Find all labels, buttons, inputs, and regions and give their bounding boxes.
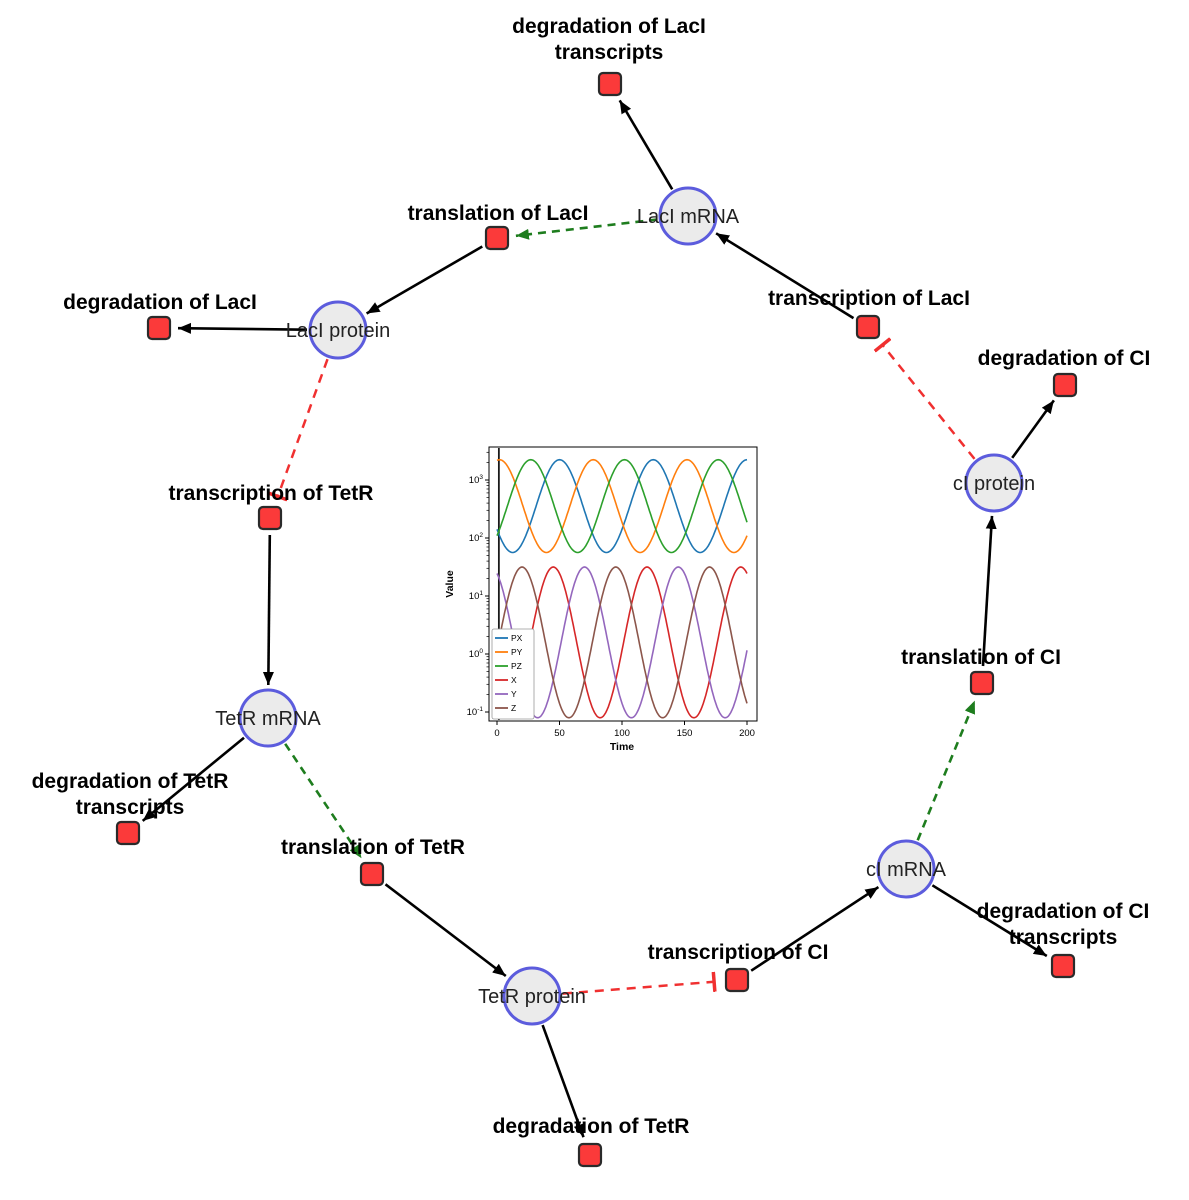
chart-ytick-label: 101 bbox=[469, 590, 484, 602]
chart-xtick-label: 50 bbox=[554, 728, 565, 739]
chart-series-PY bbox=[496, 458, 748, 554]
species-node-ci-protein[interactable] bbox=[964, 453, 1024, 513]
reaction-label-deg-laci: degradation of LacI bbox=[63, 291, 257, 314]
reaction-label-deg-ci: degradation of CI bbox=[978, 347, 1151, 370]
edge-ci-mrna-to-deg-ci-tx-solid bbox=[931, 884, 1048, 958]
reaction-node-transl-ci[interactable] bbox=[969, 670, 995, 696]
species-label-ci-protein: cI protein bbox=[953, 473, 1035, 495]
chart-series-PZ bbox=[496, 458, 748, 554]
chart-legend-label-X: X bbox=[511, 675, 517, 685]
chart-xtick-label: 100 bbox=[614, 728, 630, 739]
reaction-label-transl-laci: translation of LacI bbox=[408, 202, 589, 225]
inset-chart: 10-1 100 101 102 103 0 50 100 150 200 Time Value PX P… bbox=[444, 446, 758, 753]
edge-laci-protein-to-tx-tetr-inhibition bbox=[278, 358, 329, 496]
edge-tx-tetr-to-tetr-mrna-solid bbox=[262, 534, 274, 686]
species-label-tetr-protein: TetR protein bbox=[478, 986, 586, 1008]
reaction-node-deg-laci-tx[interactable] bbox=[597, 71, 623, 97]
edge-ci-protein-to-tx-laci-inhibition bbox=[883, 345, 976, 460]
reaction-label-transl-tetr: translation of TetR bbox=[281, 836, 465, 859]
reaction-label-deg-laci-tx: degradation of LacI transcripts bbox=[512, 15, 706, 64]
edge-laci-mrna-to-deg-laci-tx-solid bbox=[618, 99, 674, 190]
chart-legend-label-Z: Z bbox=[511, 703, 516, 713]
reaction-node-tx-tetr[interactable] bbox=[257, 505, 283, 531]
edge-ci-protein-to-deg-ci-solid bbox=[1011, 399, 1055, 459]
edge-tetr-mrna-to-deg-tetr-tx-solid bbox=[141, 736, 245, 822]
chart-ytick-label: 103 bbox=[469, 474, 484, 486]
edge-tetr-mrna-to-transl-tetr-activation bbox=[284, 743, 363, 859]
chart-xtick-label: 0 bbox=[494, 728, 499, 739]
species-label-ci-mrna: cI mRNA bbox=[866, 859, 947, 881]
reaction-label-tx-ci: transcription of CI bbox=[648, 941, 829, 964]
chart-ytick-label: 10-1 bbox=[467, 706, 484, 718]
chart-ytick-label: 100 bbox=[469, 648, 484, 660]
reaction-node-deg-tetr[interactable] bbox=[577, 1142, 603, 1168]
reaction-label-tx-laci: transcription of LacI bbox=[768, 287, 970, 310]
chart-series-Z bbox=[496, 566, 748, 719]
chart-xtick-label: 150 bbox=[677, 728, 693, 739]
edge-tx-ci-to-ci-mrna-solid bbox=[750, 886, 880, 972]
chart-legend-label-Y: Y bbox=[511, 689, 517, 699]
reaction-node-deg-laci[interactable] bbox=[146, 315, 172, 341]
reaction-node-transl-tetr[interactable] bbox=[359, 861, 385, 887]
edge-tetr-protein-to-deg-tetr-solid bbox=[541, 1024, 585, 1138]
reaction-node-tx-ci[interactable] bbox=[724, 967, 750, 993]
species-label-tetr-mrna: TetR mRNA bbox=[215, 708, 321, 730]
reaction-node-transl-laci[interactable] bbox=[484, 225, 510, 251]
reaction-node-deg-tetr-tx[interactable] bbox=[115, 820, 141, 846]
reaction-nodes-layer bbox=[115, 71, 1078, 1168]
edge-transl-ci-to-ci-protein-solid bbox=[981, 515, 997, 667]
chart-series-X bbox=[496, 566, 748, 719]
chart-legend-label-PZ: PZ bbox=[511, 661, 522, 671]
reaction-node-tx-laci[interactable] bbox=[855, 314, 881, 340]
chart-series-Y bbox=[496, 566, 748, 719]
edges-layer bbox=[141, 99, 1055, 1138]
reaction-label-transl-ci: translation of CI bbox=[901, 646, 1061, 669]
labels-layer: LacI mRNA LacI protein TetR mRNA TetR prote… bbox=[32, 15, 1151, 1138]
species-label-laci-protein: LacI protein bbox=[286, 320, 391, 342]
edge-transl-laci-to-laci-protein-solid bbox=[365, 245, 483, 315]
reaction-label-tx-tetr: transcription of TetR bbox=[169, 482, 374, 505]
edge-laci-mrna-to-transl-laci-activation bbox=[515, 218, 658, 240]
reaction-label-deg-ci-tx: degradation of CI transcripts bbox=[977, 900, 1150, 949]
species-node-tetr-protein[interactable] bbox=[502, 966, 562, 1026]
species-node-ci-mrna[interactable] bbox=[876, 839, 936, 899]
species-nodes-layer bbox=[238, 186, 1024, 1026]
reaction-node-deg-ci[interactable] bbox=[1052, 372, 1078, 398]
edge-tx-laci-to-laci-mrna-solid bbox=[715, 232, 855, 320]
species-node-laci-mrna[interactable] bbox=[658, 186, 718, 246]
reaction-label-deg-tetr: degradation of TetR bbox=[493, 1115, 690, 1138]
edge-transl-tetr-to-tetr-protein-solid bbox=[384, 883, 507, 978]
species-node-laci-protein[interactable] bbox=[308, 300, 368, 360]
chart-legend-label-PX: PX bbox=[511, 633, 523, 643]
chart-ytick-label: 102 bbox=[469, 532, 484, 544]
reaction-label-deg-tetr-tx: degradation of TetR transcripts bbox=[32, 770, 229, 819]
reaction-node-deg-ci-tx[interactable] bbox=[1050, 953, 1076, 979]
chart-ylabel: Value bbox=[444, 570, 456, 598]
chart-series-PX bbox=[496, 458, 748, 554]
chart-xlabel: Time bbox=[610, 741, 634, 753]
chart-xtick-label: 200 bbox=[739, 728, 755, 739]
chart-legend-label-PY: PY bbox=[511, 647, 523, 657]
edge-ci-mrna-to-transl-ci-activation bbox=[916, 700, 977, 841]
species-label-laci-mrna: LacI mRNA bbox=[637, 206, 740, 228]
edge-laci-protein-to-deg-laci-solid bbox=[177, 322, 308, 334]
species-node-tetr-mrna[interactable] bbox=[238, 688, 298, 748]
